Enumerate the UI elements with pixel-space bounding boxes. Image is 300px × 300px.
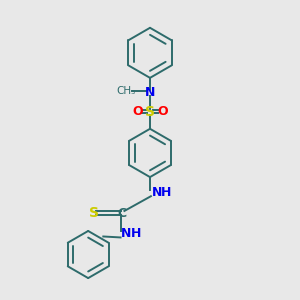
Text: S: S	[145, 105, 155, 119]
Text: H: H	[161, 186, 172, 199]
Text: O: O	[132, 105, 143, 118]
Text: N: N	[145, 86, 155, 99]
Text: C: C	[118, 207, 127, 220]
Text: CH₃: CH₃	[117, 86, 136, 96]
Text: S: S	[89, 206, 99, 220]
Text: N: N	[121, 227, 131, 240]
Text: N: N	[152, 186, 162, 199]
Text: O: O	[157, 105, 168, 118]
Text: H: H	[131, 227, 141, 240]
